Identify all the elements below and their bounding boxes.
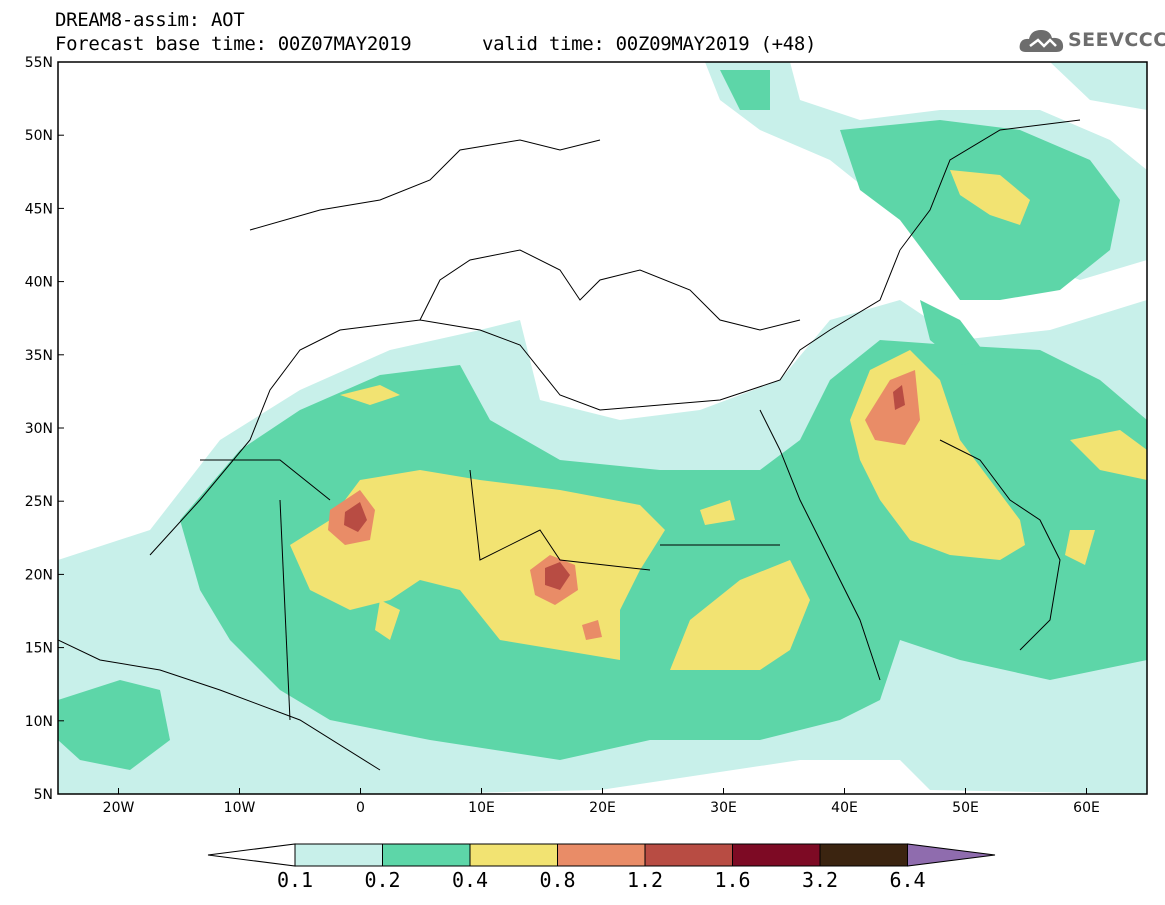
lon-label: 10W (224, 800, 256, 816)
forecast-base-time: Forecast base time: 00Z07MAY2019 (55, 33, 412, 55)
colorbar-swatch (819, 843, 908, 867)
lon-label: 40E (831, 800, 858, 816)
lon-label: 10E (468, 800, 495, 816)
aot-band-1.2 (344, 385, 905, 590)
lon-label: 60E (1073, 800, 1100, 816)
lat-label: 10N (25, 714, 53, 730)
lat-label: 5N (34, 787, 53, 803)
lon-label: 20E (589, 800, 616, 816)
lon-label: 30E (710, 800, 737, 816)
lat-label: 20N (25, 567, 53, 583)
map-title: DREAM8-assim: AOT (55, 9, 245, 31)
seevccc-logo: SEEVCCC (1018, 24, 1165, 58)
colorbar-label: 0.1 (276, 868, 314, 892)
colorbar-label: 1.6 (714, 868, 751, 892)
colorbar-label: 0.4 (451, 868, 489, 892)
lat-label: 45N (25, 201, 53, 217)
colorbar-swatch (732, 843, 821, 867)
lat-label: 40N (25, 275, 53, 291)
colorbar-under-triangle (207, 843, 296, 867)
colorbar-swatch (382, 843, 471, 867)
lat-label: 30N (25, 421, 53, 437)
colorbar-label: 0.8 (539, 868, 576, 892)
lat-label: 25N (25, 494, 53, 510)
cloud-icon (1019, 30, 1064, 52)
latitude-labels: 55N 50N 45N 40N 35N 30N 25N 20N 15N 10N 5N (25, 55, 64, 803)
aot-band-0.8 (328, 370, 920, 640)
lon-label: 20W (103, 800, 135, 816)
logo-label: SEEVCCC (1068, 29, 1165, 51)
coastlines (58, 119, 1081, 771)
colorbar-label: 6.4 (889, 868, 926, 892)
lat-label: 35N (25, 348, 53, 364)
lon-label: 0 (356, 800, 365, 816)
aot-field (58, 62, 1147, 794)
lat-label: 15N (25, 641, 53, 657)
colorbar-swatch (644, 843, 733, 867)
colorbar-over-triangle (907, 843, 996, 867)
lat-label: 50N (25, 128, 53, 144)
lon-label: 50E (952, 800, 979, 816)
colorbar-swatch (294, 843, 383, 867)
colorbar-label: 0.2 (364, 868, 401, 892)
colorbar-label: 3.2 (801, 868, 839, 892)
longitude-labels: 20W 10W 0 10E 20E 30E 40E 50E 60E (103, 788, 1100, 816)
lat-label: 55N (25, 55, 53, 71)
colorbar-swatch (469, 843, 558, 867)
colorbar-swatch (557, 843, 646, 867)
valid-time: valid time: 00Z09MAY2019 (+48) (482, 33, 817, 55)
colorbar-label: 1.2 (626, 868, 664, 892)
